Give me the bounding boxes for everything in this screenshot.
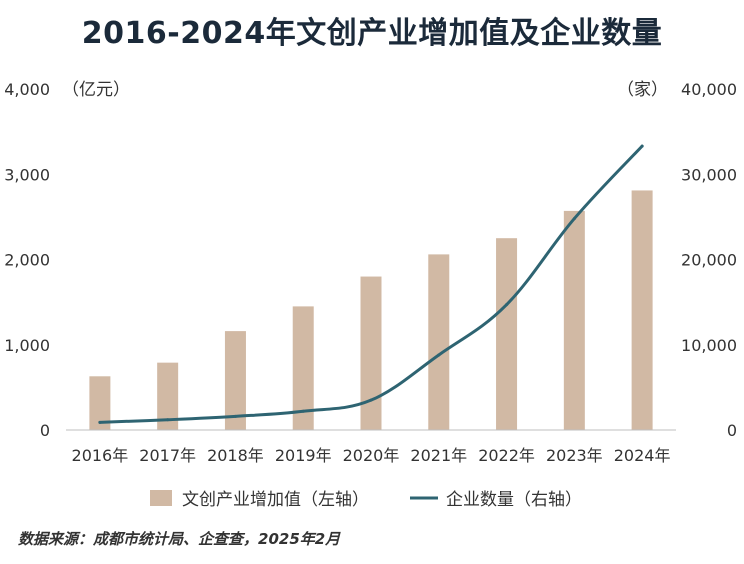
x-tick-label: 2021年 (410, 446, 467, 465)
left-axis-ticks: 0 1,000 2,000 3,000 4,000 (4, 80, 50, 440)
x-axis-ticks: 2016年 2017年 2018年 2019年 2020年 2021年 2022年 2023年… (72, 446, 671, 465)
bar (428, 254, 450, 430)
bar (360, 276, 382, 430)
line-point (572, 217, 576, 221)
right-axis-unit: （家） (617, 80, 668, 100)
line-point (369, 398, 373, 402)
line-point (437, 353, 441, 357)
right-tick-label: 30,000 (681, 165, 737, 184)
legend-line-label: 企业数量（右轴） (446, 490, 582, 510)
x-tick-label: 2024年 (614, 446, 671, 465)
line-point (505, 303, 509, 307)
right-tick-label: 0 (727, 421, 737, 440)
bar (631, 190, 653, 430)
x-tick-label: 2017年 (139, 446, 196, 465)
line-point (233, 414, 237, 418)
line-point (640, 144, 644, 148)
bar (563, 210, 585, 430)
bar-series (89, 190, 653, 430)
right-tick-label: 40,000 (681, 80, 737, 99)
left-tick-label: 2,000 (4, 251, 50, 270)
right-tick-label: 20,000 (681, 251, 737, 270)
x-tick-label: 2022年 (478, 446, 535, 465)
enterprise-count-line (98, 144, 644, 424)
bar (157, 362, 179, 430)
left-tick-label: 0 (40, 421, 50, 440)
line-point (98, 420, 102, 424)
bar (89, 376, 111, 430)
legend-bar-label: 文创产业增加值（左轴） (182, 490, 369, 510)
line-series (98, 144, 644, 424)
source-note: 数据来源：成都市统计局、企查查，2025年2月 (18, 530, 341, 548)
right-tick-label: 10,000 (681, 336, 737, 355)
x-tick-label: 2020年 (343, 446, 400, 465)
x-tick-label: 2018年 (207, 446, 264, 465)
left-tick-label: 1,000 (4, 336, 50, 355)
line-point (166, 418, 170, 422)
legend-bar-swatch (150, 490, 172, 506)
bar (224, 331, 246, 430)
left-tick-label: 3,000 (4, 165, 50, 184)
x-tick-label: 2023年 (546, 446, 603, 465)
right-axis-ticks: 0 10,000 20,000 30,000 40,000 (681, 80, 737, 440)
line-point (301, 409, 305, 413)
bar (292, 306, 314, 430)
chart-title: 2016-2024年文创产业增加值及企业数量 (81, 16, 663, 51)
x-tick-label: 2019年 (275, 446, 332, 465)
left-axis-unit: （亿元） (62, 80, 130, 100)
bar (496, 238, 518, 430)
left-tick-label: 4,000 (4, 80, 50, 99)
legend: 文创产业增加值（左轴） 企业数量（右轴） (150, 490, 582, 510)
x-tick-label: 2016年 (72, 446, 129, 465)
